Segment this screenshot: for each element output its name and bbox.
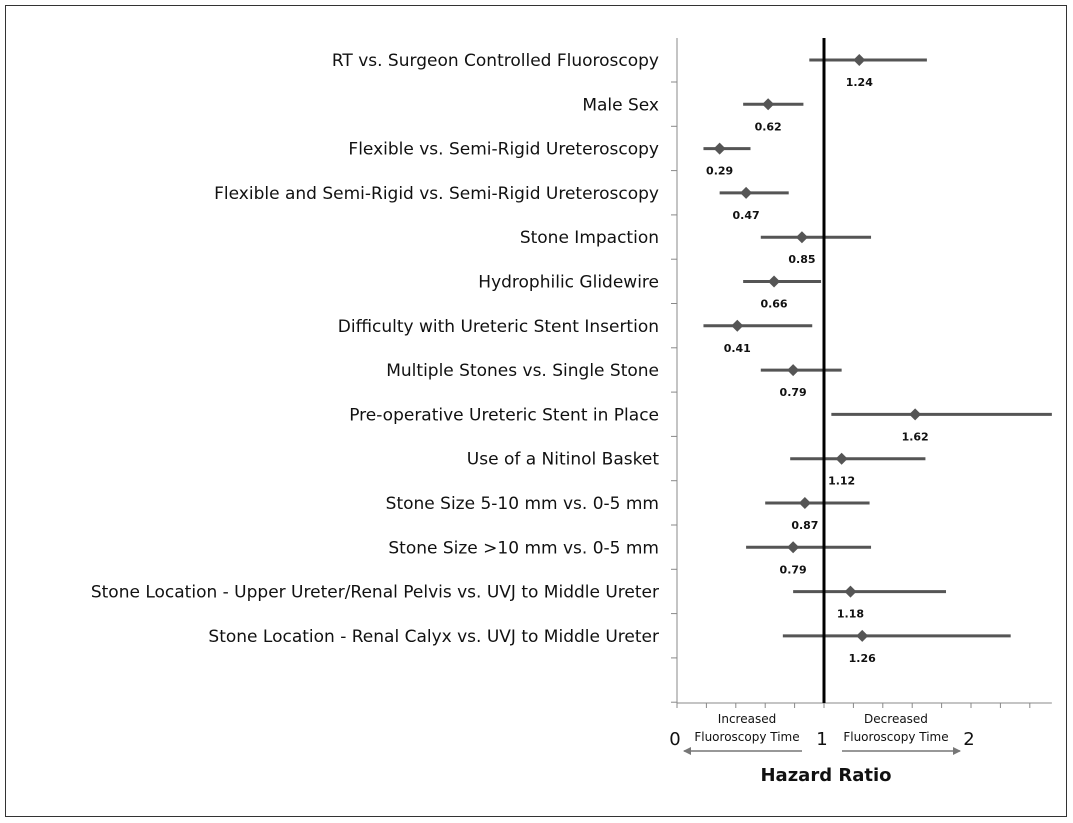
category-label: Stone Impaction [520, 228, 659, 248]
value-label: 0.47 [733, 209, 760, 222]
forest-row: Use of a Nitinol Basket 1.12 [467, 450, 926, 488]
category-label: Multiple Stones vs. Single Stone [386, 361, 659, 381]
value-label: 0.41 [724, 342, 751, 355]
forest-row: Flexible vs. Semi-Rigid Ureteroscopy 0.29 [348, 140, 751, 178]
category-label: Stone Location - Upper Ureter/Renal Pelv… [91, 583, 659, 603]
category-label: Hydrophilic Glidewire [478, 273, 659, 293]
forest-row: Stone Size >10 mm vs. 0-5 mm 0.79 [388, 538, 872, 576]
forest-row: Flexible and Semi-Rigid vs. Semi-Rigid U… [214, 184, 789, 222]
forest-row: Stone Size 5-10 mm vs. 0-5 mm 0.87 [386, 494, 870, 532]
figure-frame [5, 5, 1067, 817]
value-label: 1.18 [837, 608, 864, 621]
hazard-ratio-marker [835, 452, 848, 465]
axis-layer [671, 38, 1052, 708]
hazard-ratio-marker [731, 319, 744, 332]
value-label: 0.79 [780, 386, 807, 399]
direction-label-left: Fluoroscopy Time [694, 730, 799, 744]
category-label: Flexible and Semi-Rigid vs. Semi-Rigid U… [214, 184, 659, 204]
value-label: 0.79 [780, 563, 807, 576]
rows-layer: RT vs. Surgeon Controlled Fluoroscopy 1.2… [91, 38, 1052, 703]
direction-label-left: Increased [718, 712, 776, 726]
forest-row: Stone Impaction 0.85 [520, 228, 872, 266]
hazard-ratio-marker [795, 231, 808, 244]
forest-row: Stone Location - Renal Calyx vs. UVJ to … [208, 627, 1011, 665]
forest-row: Difficulty with Ureteric Stent Insertion… [338, 317, 813, 355]
category-label: Use of a Nitinol Basket [467, 450, 660, 470]
category-label: Flexible vs. Semi-Rigid Ureteroscopy [348, 140, 659, 160]
category-label: Pre-operative Ureteric Stent in Place [349, 405, 659, 425]
forest-row: Male Sex 0.62 [582, 95, 804, 133]
x-tick-label: 2 [963, 729, 974, 750]
hazard-ratio-marker [762, 98, 775, 111]
hazard-ratio-marker [740, 186, 753, 199]
value-label: 0.85 [788, 253, 815, 266]
category-label: RT vs. Surgeon Controlled Fluoroscopy [332, 51, 659, 71]
hazard-ratio-marker [787, 541, 800, 554]
direction-label-right: Decreased [864, 712, 928, 726]
category-label: Stone Location - Renal Calyx vs. UVJ to … [208, 627, 659, 647]
value-label: 1.26 [849, 652, 876, 665]
hazard-ratio-marker [909, 408, 922, 421]
hazard-ratio-marker [798, 497, 811, 509]
forest-row: RT vs. Surgeon Controlled Fluoroscopy 1.2… [332, 51, 927, 89]
value-label: 0.66 [760, 298, 787, 311]
x-tick-label: 1 [816, 729, 827, 750]
forest-row: Stone Location - Upper Ureter/Renal Pelv… [91, 583, 947, 621]
x-tick-label: 0 [669, 729, 680, 750]
hazard-ratio-marker [787, 364, 800, 377]
hazard-ratio-marker [844, 585, 857, 598]
forest-row: Multiple Stones vs. Single Stone 0.79 [386, 361, 842, 399]
direction-label-right: Fluoroscopy Time [843, 730, 948, 744]
value-label: 1.12 [828, 475, 855, 488]
hazard-ratio-marker [768, 275, 781, 288]
value-label: 0.29 [706, 165, 733, 178]
hazard-ratio-marker [856, 629, 869, 642]
x-axis-title: Hazard Ratio [760, 765, 891, 786]
forest-row: Hydrophilic Glidewire 0.66 [478, 273, 822, 311]
category-label: Stone Size >10 mm vs. 0-5 mm [388, 538, 659, 558]
category-label: Male Sex [582, 95, 659, 115]
hazard-ratio-marker [853, 54, 866, 66]
value-label: 0.87 [791, 519, 818, 532]
value-label: 0.62 [755, 120, 782, 133]
category-label: Stone Size 5-10 mm vs. 0-5 mm [386, 494, 659, 514]
value-label: 1.24 [846, 76, 873, 89]
category-label: Difficulty with Ureteric Stent Insertion [338, 317, 659, 337]
value-label: 1.62 [902, 430, 929, 443]
forest-row: Pre-operative Ureteric Stent in Place 1.6… [349, 405, 1052, 443]
hazard-ratio-marker [713, 142, 726, 155]
bottom-layer: 0 1 2 Increased Fluoroscopy Time Decreased Flu… [669, 712, 974, 786]
